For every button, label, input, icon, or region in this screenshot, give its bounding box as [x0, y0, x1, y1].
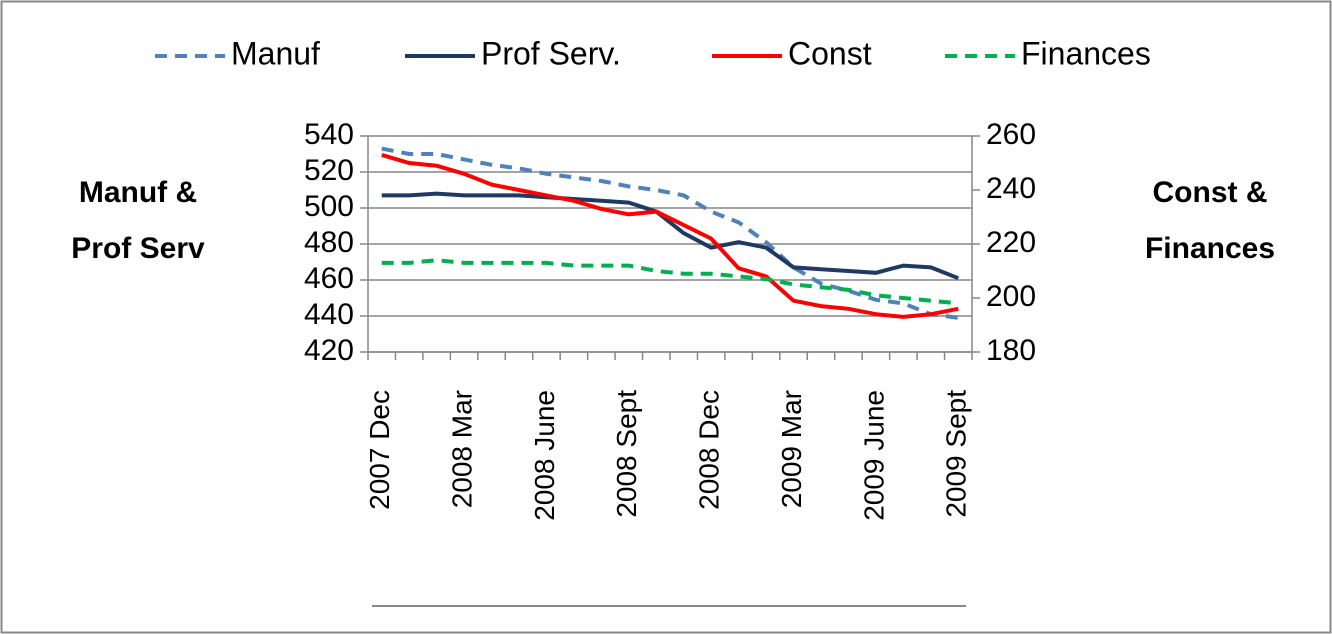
y-tick-label: 460 — [304, 262, 354, 295]
series-line — [381, 258, 959, 306]
x-tick-label: 2009 June — [858, 390, 889, 521]
y-axis-title: Manuf & — [79, 176, 197, 209]
legend-label: Const — [788, 35, 872, 71]
y2-tick-label: 220 — [986, 226, 1036, 259]
y-tick-label: 440 — [304, 298, 354, 331]
legend-label: Manuf — [231, 35, 320, 71]
y-tick-label: 500 — [304, 190, 354, 223]
x-tick-label: 2008 Sept — [611, 390, 642, 518]
x-tick-label: 2008 Dec — [694, 390, 725, 510]
y2-tick-label: 240 — [986, 172, 1036, 205]
legend-label: Finances — [1021, 35, 1151, 71]
x-tick-label: 2007 Dec — [364, 390, 395, 510]
y-axis-title: Prof Serv — [71, 232, 205, 265]
x-tick-label: 2009 Sept — [941, 390, 972, 518]
y2-axis-title: Const & — [1153, 176, 1268, 209]
series-line — [381, 191, 960, 281]
y2-tick-label: 180 — [986, 334, 1036, 367]
series-line — [381, 152, 959, 319]
x-tick-label: 2008 Mar — [446, 390, 477, 508]
y-tick-label: 480 — [304, 226, 354, 259]
y-tick-label: 520 — [304, 154, 354, 187]
x-tick-label: 2009 Mar — [776, 390, 807, 508]
legend-label: Prof Serv. — [481, 35, 621, 71]
y2-tick-label: 200 — [986, 280, 1036, 313]
y-tick-label: 540 — [304, 118, 354, 151]
x-tick-label: 2008 June — [529, 390, 560, 521]
y2-axis-title: Finances — [1145, 232, 1275, 265]
y-tick-label: 420 — [304, 334, 354, 367]
y2-tick-label: 260 — [986, 118, 1036, 151]
